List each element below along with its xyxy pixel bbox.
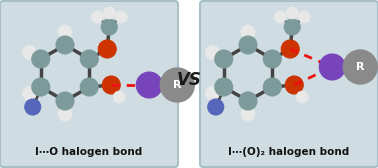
Circle shape [56,92,74,110]
Circle shape [263,78,281,96]
Text: R: R [173,80,181,90]
Circle shape [206,46,220,59]
Circle shape [103,7,115,19]
Circle shape [160,68,194,102]
Circle shape [23,46,37,59]
Circle shape [285,76,303,94]
Circle shape [115,11,127,23]
Circle shape [239,36,257,54]
Text: R: R [356,62,364,72]
Text: I⋯(O)₂ halogen bond: I⋯(O)₂ halogen bond [228,147,350,157]
Circle shape [56,36,74,54]
Circle shape [91,11,103,23]
Circle shape [136,72,162,98]
Circle shape [263,50,281,68]
Circle shape [102,76,120,94]
FancyBboxPatch shape [0,1,178,167]
Circle shape [343,50,377,84]
Circle shape [25,99,41,115]
Circle shape [215,78,233,96]
Circle shape [239,92,257,110]
Circle shape [298,11,310,23]
Circle shape [274,11,286,23]
Circle shape [215,50,233,68]
Circle shape [32,50,50,68]
Circle shape [281,40,299,58]
Circle shape [32,78,50,96]
Circle shape [23,87,37,100]
Circle shape [241,107,255,121]
Text: I⋯O halogen bond: I⋯O halogen bond [36,147,143,157]
Circle shape [206,87,220,100]
FancyBboxPatch shape [200,1,378,167]
Circle shape [284,19,300,35]
Circle shape [101,19,117,35]
Circle shape [113,91,125,103]
Text: VS: VS [177,71,201,89]
Circle shape [319,54,345,80]
Circle shape [98,40,116,58]
Circle shape [286,7,298,19]
Circle shape [58,25,72,39]
Circle shape [208,99,224,115]
Circle shape [241,25,255,39]
Circle shape [80,78,98,96]
Circle shape [80,50,98,68]
Circle shape [296,91,308,103]
Circle shape [58,107,72,121]
